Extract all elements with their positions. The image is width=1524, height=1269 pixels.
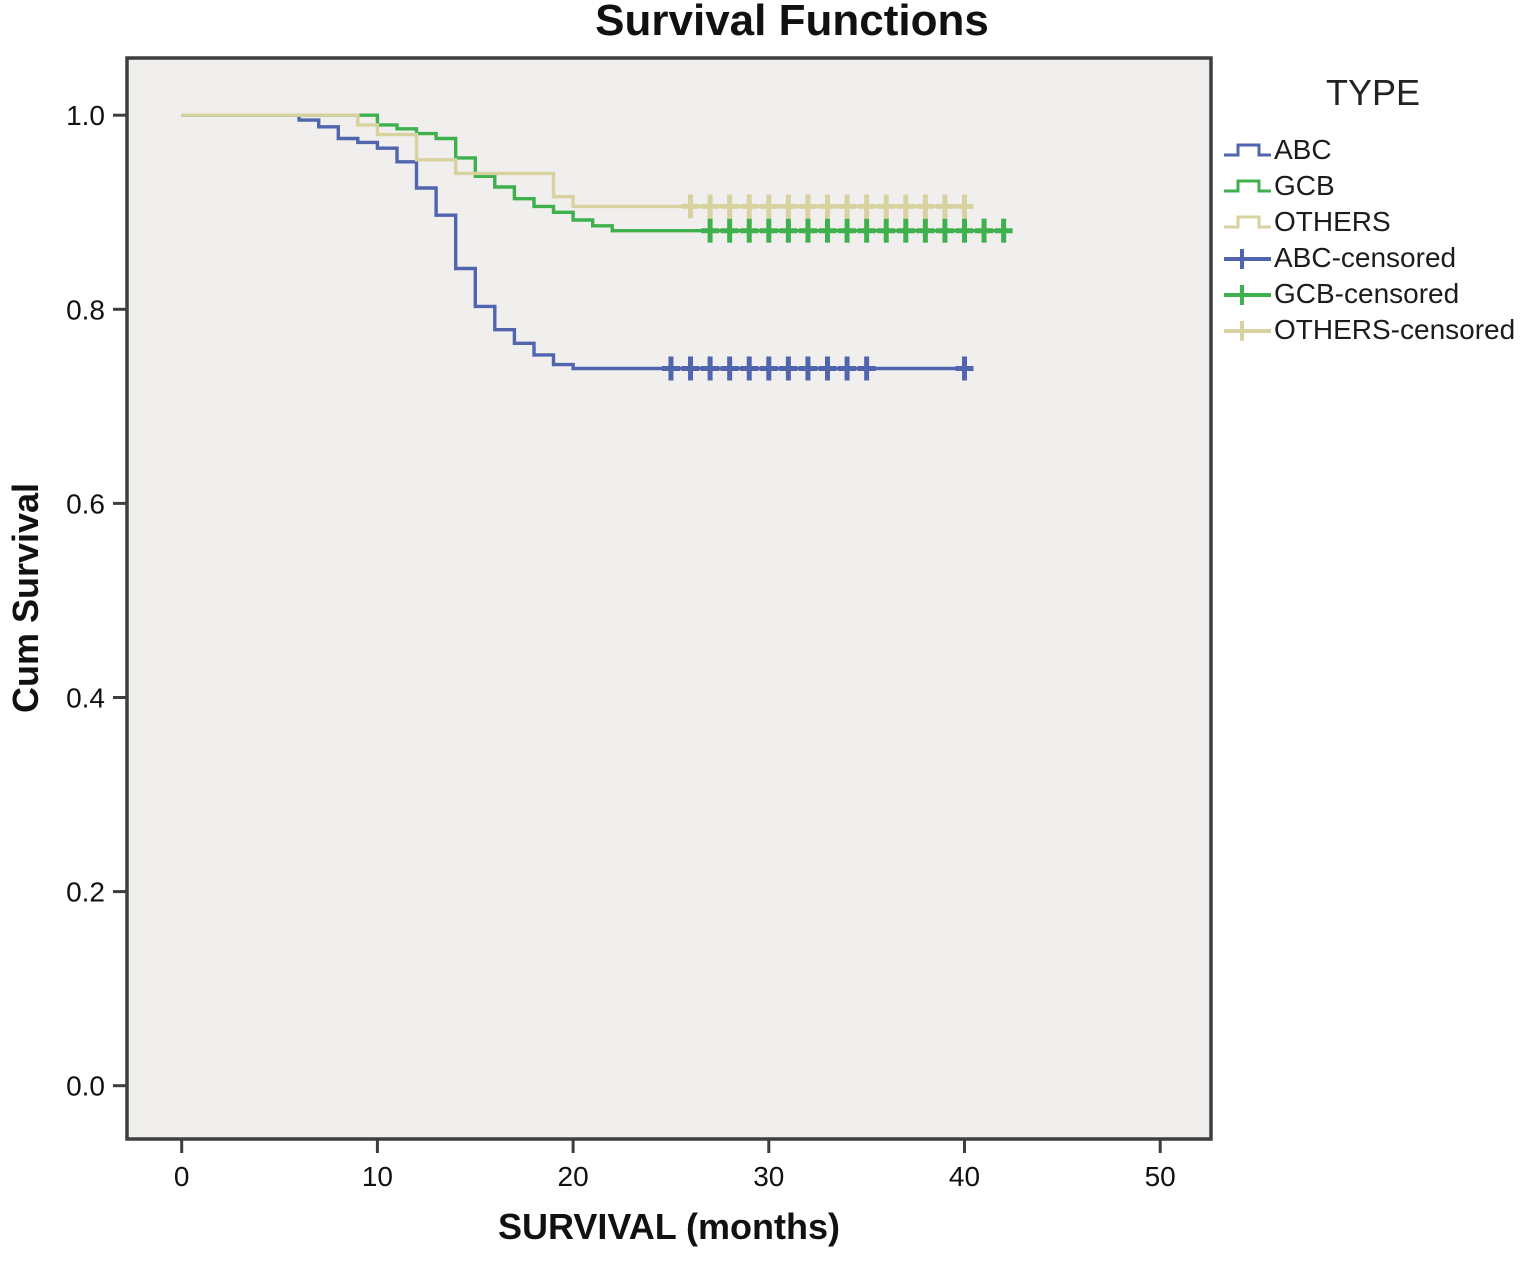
legend-item-label: ABC	[1274, 134, 1332, 165]
legend-item-label: OTHERS-censored	[1274, 314, 1516, 345]
legend-item-label: ABC-censored	[1274, 242, 1457, 273]
censor-plus-icon-path	[1224, 285, 1271, 305]
x-axis-tick-label: 50	[1145, 1161, 1176, 1192]
legend-item-others-censored: OTHERS-censored	[1222, 312, 1524, 348]
x-axis-tick-label: 20	[558, 1161, 589, 1192]
x-axis-tick-label: 10	[362, 1161, 393, 1192]
x-axis-tick-label: 0	[174, 1161, 190, 1192]
censor-plus-icon-path	[1224, 249, 1271, 269]
y-axis-tick-label: 0.2	[66, 877, 105, 908]
y-axis-tick-label: 1.0	[66, 100, 105, 131]
legend-item-label: OTHERS	[1274, 206, 1391, 237]
step-line-icon-path	[1224, 179, 1271, 193]
survival-curve-others	[181, 113, 971, 209]
censor-plus-icon	[1224, 321, 1271, 341]
x-axis-tick-label: 40	[949, 1161, 980, 1192]
y-axis-tick-label: 0.6	[66, 488, 105, 519]
y-axis-tick-label: 0.4	[66, 683, 105, 714]
legend-item-label: GCB-censored	[1274, 278, 1460, 309]
chart-title: Survival Functions	[595, 0, 989, 45]
plot-frame	[125, 56, 1213, 1141]
plot-area	[127, 58, 1211, 1139]
x-axis-title: SURVIVAL (months)	[497, 1206, 841, 1247]
step-line-icon	[1224, 179, 1271, 193]
x-axis-tick-label: 30	[753, 1161, 784, 1192]
legend-item-gcb-censored: GCB-censored	[1222, 276, 1524, 312]
step-line-icon	[1224, 143, 1271, 157]
legend-item-label: GCB	[1274, 170, 1335, 201]
legend-item-gcb: GCB	[1222, 168, 1524, 204]
y-axis-title: Cum Survival	[5, 482, 46, 714]
censor-plus-icon	[1224, 285, 1271, 305]
survival-curve-gcb	[181, 113, 1010, 233]
legend-item-abc-censored: ABC-censored	[1222, 240, 1524, 276]
legend-item-others: OTHERS	[1222, 204, 1524, 240]
legend-title: TYPE	[1325, 72, 1421, 113]
legend-rows: ABC GCB OTHERS ABC-censored GCB-censored OTHE…	[1222, 132, 1524, 348]
y-axis-tick-label: 0.0	[66, 1071, 105, 1102]
censor-plus-icon-path	[1224, 321, 1271, 341]
legend-item-abc: ABC	[1222, 132, 1524, 168]
y-axis-tick-label: 0.8	[66, 294, 105, 325]
step-line-icon	[1224, 215, 1271, 229]
legend: TYPE ABC GCB OTHERS ABC-censored GCB-censore…	[1222, 72, 1524, 348]
censor-plus-icon	[1224, 249, 1271, 269]
survival-curve-abc	[181, 113, 971, 371]
step-line-icon-path	[1224, 143, 1271, 157]
step-line-icon-path	[1224, 215, 1271, 229]
